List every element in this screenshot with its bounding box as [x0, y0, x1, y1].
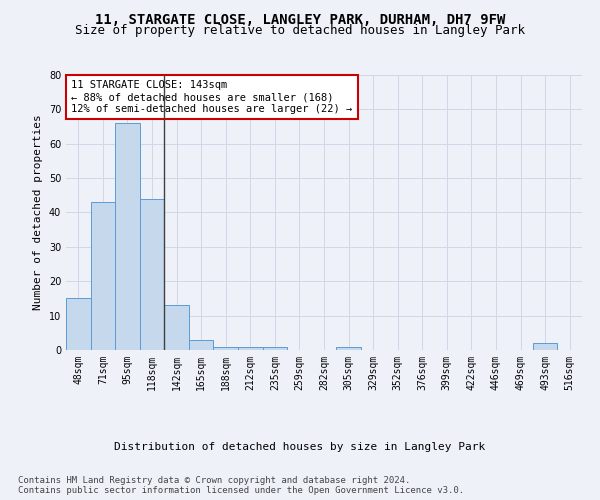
Text: Distribution of detached houses by size in Langley Park: Distribution of detached houses by size … — [115, 442, 485, 452]
Bar — [263, 346, 287, 350]
Bar — [115, 123, 140, 350]
Bar — [238, 346, 263, 350]
Bar — [91, 202, 115, 350]
Text: Size of property relative to detached houses in Langley Park: Size of property relative to detached ho… — [75, 24, 525, 37]
Bar — [164, 306, 189, 350]
Bar — [214, 346, 238, 350]
Bar — [140, 198, 164, 350]
Text: Contains HM Land Registry data © Crown copyright and database right 2024.
Contai: Contains HM Land Registry data © Crown c… — [18, 476, 464, 495]
Y-axis label: Number of detached properties: Number of detached properties — [33, 114, 43, 310]
Bar — [66, 298, 91, 350]
Bar — [336, 346, 361, 350]
Bar — [533, 343, 557, 350]
Text: 11 STARGATE CLOSE: 143sqm
← 88% of detached houses are smaller (168)
12% of semi: 11 STARGATE CLOSE: 143sqm ← 88% of detac… — [71, 80, 352, 114]
Text: 11, STARGATE CLOSE, LANGLEY PARK, DURHAM, DH7 9FW: 11, STARGATE CLOSE, LANGLEY PARK, DURHAM… — [95, 12, 505, 26]
Bar — [189, 340, 214, 350]
